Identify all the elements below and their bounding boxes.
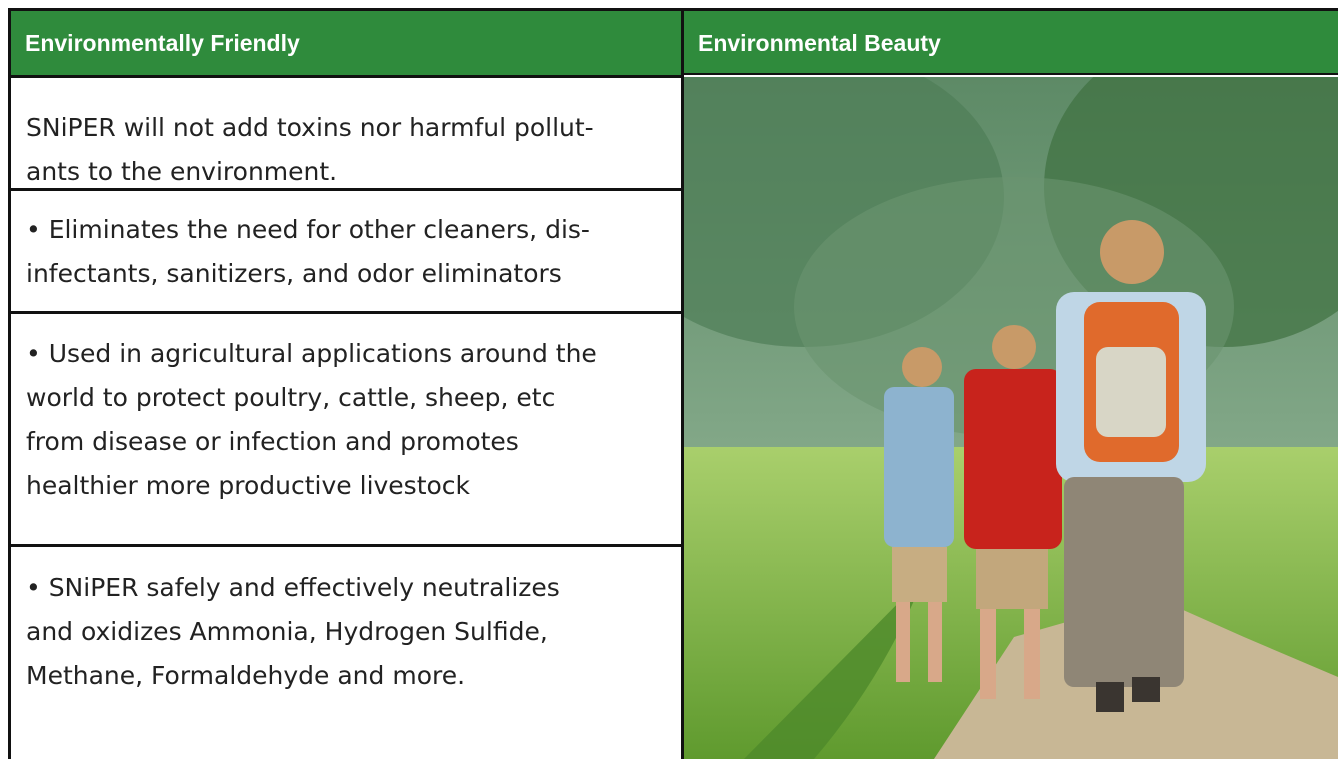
text-line: from disease or infection and promotes [26, 420, 676, 464]
text-line: and oxidizes Ammonia, Hydrogen Sulfide, [26, 610, 676, 654]
text-line: world to protect poultry, cattle, sheep,… [26, 376, 676, 420]
row-divider [11, 75, 681, 78]
row-cell: • SNiPER safely and effectively neutrali… [26, 566, 676, 698]
header-cell: Environmental Beauty [684, 11, 1338, 75]
row-cell: • Eliminates the need for other cleaners… [26, 208, 676, 296]
photo [684, 77, 1338, 759]
row-divider [11, 311, 681, 314]
row-cell: SNiPER will not add toxins nor harmful p… [26, 106, 676, 194]
header-cell: Environmentally Friendly [11, 11, 681, 75]
text-line: • Eliminates the need for other cleaners… [26, 208, 676, 252]
text-line: SNiPER will not add toxins nor harmful p… [26, 106, 676, 150]
text-line: • Used in agricultural applications arou… [26, 332, 676, 376]
text-line: ants to the environment. [26, 150, 676, 194]
row-cell: • Used in agricultural applications arou… [26, 332, 676, 508]
row-divider [11, 544, 681, 547]
text-line: infectants, sanitizers, and odor elimina… [26, 252, 676, 296]
page: Environmentally Friendly Environmental B… [0, 0, 1338, 759]
text-line: healthier more productive livestock [26, 464, 676, 508]
text-line: Methane, Formaldehyde and more. [26, 654, 676, 698]
text-line: • SNiPER safely and effectively neutrali… [26, 566, 676, 610]
